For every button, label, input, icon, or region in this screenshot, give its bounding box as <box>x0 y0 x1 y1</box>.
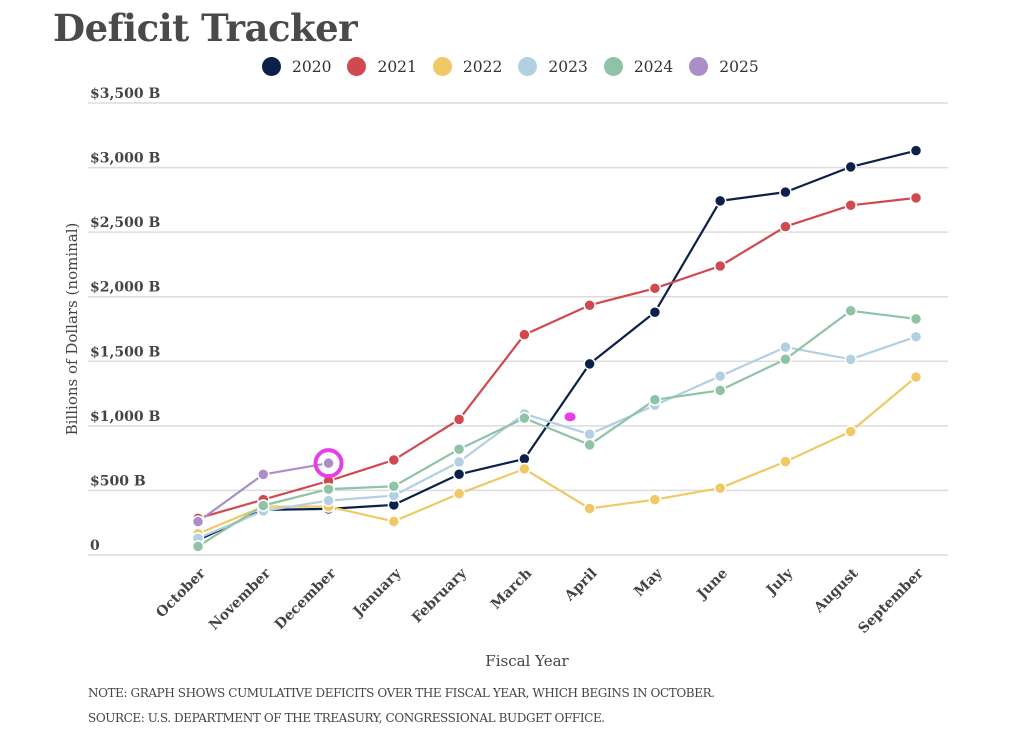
data-point-2021 <box>452 413 466 426</box>
series-line-2024 <box>197 309 917 548</box>
data-point-2021 <box>713 259 727 273</box>
data-point-2021 <box>387 453 401 467</box>
y-tick-label: $2,500 B <box>90 215 160 231</box>
data-point-2023 <box>322 494 335 507</box>
legend-label: 2024 <box>633 57 674 76</box>
legend-swatch-icon <box>262 57 281 76</box>
legend-label: 2023 <box>548 57 588 76</box>
chart-title: Deficit Tracker <box>53 6 358 50</box>
x-tick-label: October <box>153 565 209 621</box>
data-point-2024 <box>387 480 401 493</box>
x-tick-label: November <box>206 565 274 633</box>
legend-label: 2020 <box>292 57 332 76</box>
series-line-2021 <box>197 196 917 520</box>
data-point-2022 <box>909 370 923 384</box>
data-point-2024 <box>713 384 727 397</box>
y-axis-title: Billions of Dollars (nominal) <box>63 223 81 436</box>
legend-item-2025[interactable]: 2025 <box>689 57 759 76</box>
data-point-2024 <box>518 411 531 425</box>
data-point-2023 <box>844 353 857 366</box>
data-point-2024 <box>583 438 596 452</box>
legend-label: 2025 <box>719 57 759 76</box>
y-tick-label: $3,500 B <box>90 86 160 102</box>
x-tick-label: January <box>349 565 405 621</box>
data-point-2022 <box>648 493 662 506</box>
x-tick-label: September <box>855 565 927 637</box>
x-tick-label: May <box>631 565 666 600</box>
legend: 2020 2021 2022 2023 2024 2025 <box>262 57 775 76</box>
x-tick-label: June <box>693 565 731 603</box>
legend-swatch-icon <box>689 57 709 76</box>
y-tick-label: $1,500 B <box>90 344 160 360</box>
data-point-2021 <box>779 220 792 233</box>
x-tick-label: August <box>810 565 862 617</box>
data-point-2024 <box>909 312 923 326</box>
y-tick-label: $1,000 B <box>90 409 160 425</box>
legend-item-2024[interactable]: 2024 <box>603 57 674 76</box>
series-line-2022 <box>197 376 917 535</box>
data-point-2022 <box>583 502 596 515</box>
series-line-2023 <box>197 335 917 540</box>
legend-item-2022[interactable]: 2022 <box>432 57 503 76</box>
legend-swatch-icon <box>603 57 623 76</box>
data-point-2020 <box>648 305 662 319</box>
legend-item-2020[interactable]: 2020 <box>262 57 331 76</box>
data-point-2024 <box>452 442 466 456</box>
data-point-2023 <box>452 455 466 469</box>
series-line-2020 <box>197 149 917 542</box>
data-point-2024 <box>779 352 792 366</box>
y-tick-label: $500 B <box>90 473 146 489</box>
data-point-2020 <box>844 160 857 174</box>
data-point-2024 <box>322 482 335 496</box>
data-point-2024 <box>844 304 857 318</box>
x-tick-label: March <box>488 566 535 613</box>
data-point-2021 <box>518 328 531 341</box>
footnote-source: SOURCE: U.S. DEPARTMENT OF THE TREASURY,… <box>88 711 605 725</box>
x-tick-label: April <box>561 566 600 605</box>
y-tick-label: 0 <box>90 538 100 554</box>
data-point-2022 <box>713 481 727 495</box>
legend-label: 2021 <box>377 57 417 76</box>
data-point-2025 <box>322 456 335 470</box>
data-point-2025 <box>257 468 270 481</box>
legend-swatch-icon <box>518 57 538 76</box>
data-point-2021 <box>648 282 662 295</box>
data-point-2020 <box>583 357 596 371</box>
data-point-2025 <box>191 515 205 528</box>
legend-swatch-icon <box>432 57 452 76</box>
legend-item-2023[interactable]: 2023 <box>518 57 588 76</box>
x-tick-label: July <box>762 565 797 600</box>
footnote-note: NOTE: GRAPH SHOWS CUMULATIVE DEFICITS OV… <box>88 686 715 700</box>
data-point-2022 <box>452 487 466 500</box>
data-point-2022 <box>518 462 531 476</box>
x-axis-title: Fiscal Year <box>485 652 569 670</box>
data-point-2023 <box>909 330 923 343</box>
data-point-2021 <box>909 191 923 205</box>
data-point-2020 <box>779 185 792 199</box>
data-point-2020 <box>452 468 466 481</box>
legend-item-2021[interactable]: 2021 <box>347 57 417 76</box>
x-tick-label: February <box>409 565 470 626</box>
data-point-2021 <box>583 298 596 312</box>
data-point-2022 <box>844 425 857 438</box>
highlight-ring <box>313 448 344 479</box>
legend-swatch-icon <box>347 57 367 76</box>
y-tick-label: $2,000 B <box>90 280 160 296</box>
data-point-2020 <box>713 194 727 208</box>
data-point-2023 <box>583 428 596 441</box>
marker-dot <box>564 412 576 422</box>
y-tick-label: $3,000 B <box>90 151 160 167</box>
data-point-2023 <box>779 340 792 354</box>
data-point-2024 <box>648 393 662 407</box>
data-point-2023 <box>713 369 727 383</box>
data-point-2021 <box>844 199 857 212</box>
data-point-2024 <box>257 499 270 512</box>
data-point-2022 <box>387 515 401 528</box>
x-tick-label: December <box>272 565 340 633</box>
data-point-2022 <box>779 455 792 468</box>
data-point-2024 <box>191 540 205 553</box>
legend-label: 2022 <box>462 57 503 76</box>
data-point-2020 <box>909 144 923 157</box>
